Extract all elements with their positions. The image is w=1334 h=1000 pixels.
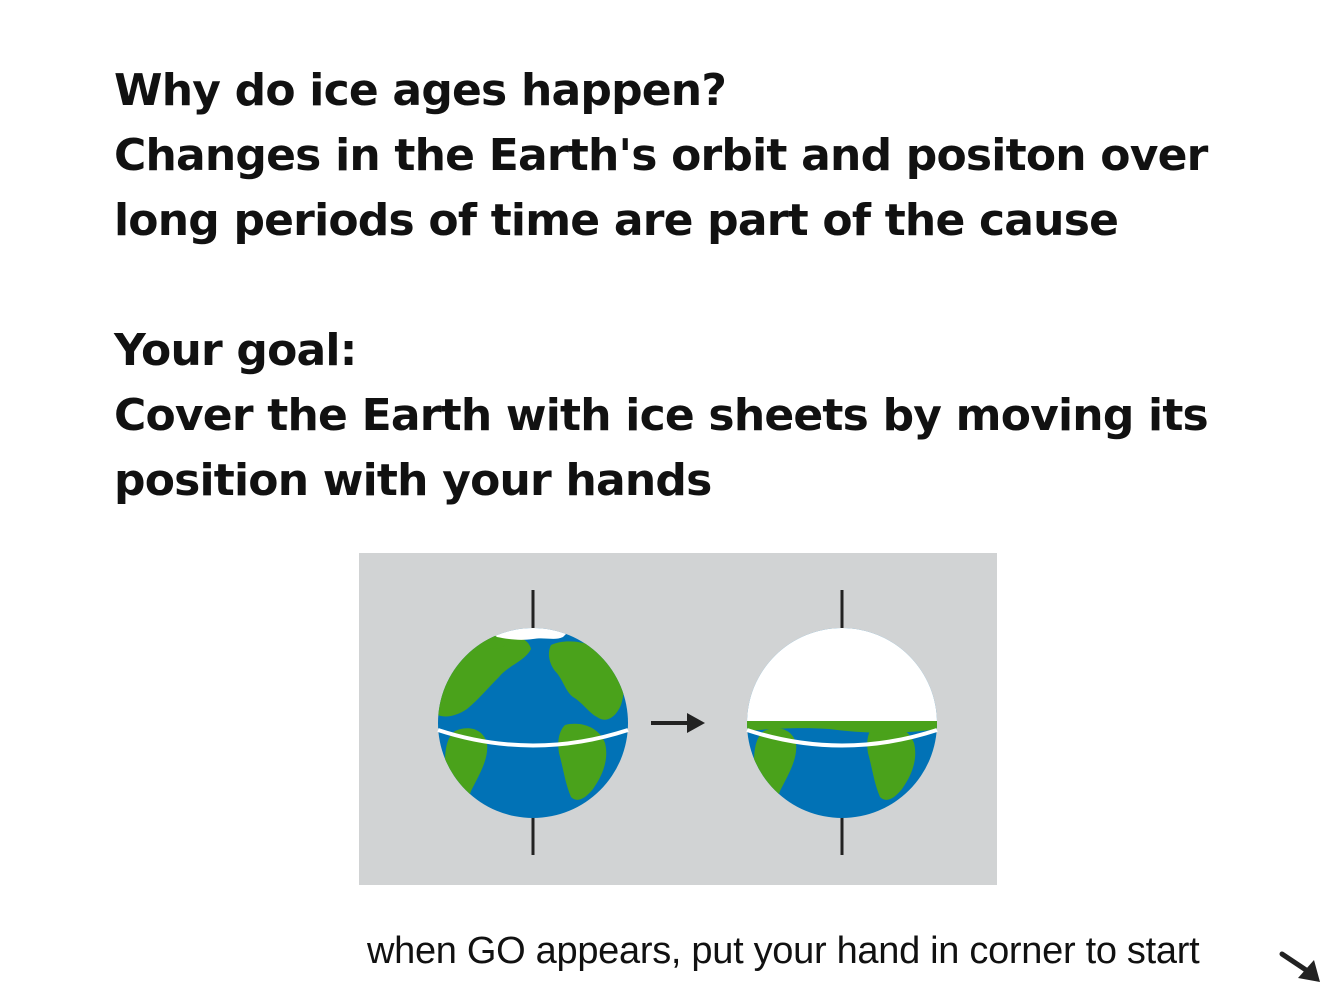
- goal-line-1: Cover the Earth with ice sheets by movin…: [114, 383, 1264, 448]
- goal-line-2: position with your hands: [114, 448, 1264, 513]
- intro-text: Why do ice ages happen? Changes in the E…: [114, 58, 1264, 513]
- question-title: Why do ice ages happen?: [114, 58, 1264, 123]
- goal-title: Your goal:: [114, 318, 1264, 383]
- ice-age-illustration: [359, 553, 997, 885]
- question-answer-line-1: Changes in the Earth's orbit and positon…: [114, 123, 1264, 188]
- question-answer-line-2: long periods of time are part of the cau…: [114, 188, 1264, 253]
- down-right-arrow-icon: [1278, 940, 1328, 990]
- start-hint: when GO appears, put your hand in corner…: [367, 928, 1199, 974]
- paragraph-spacer: [114, 253, 1264, 318]
